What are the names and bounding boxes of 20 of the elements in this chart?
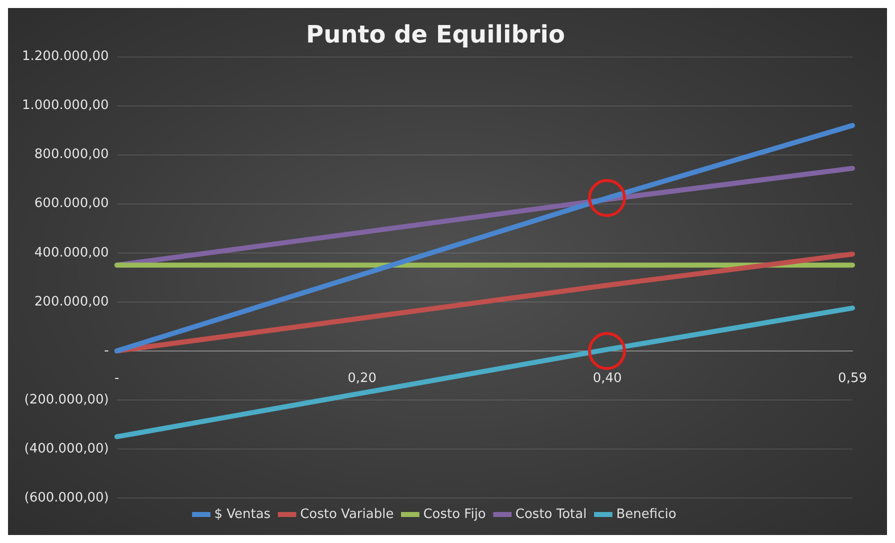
y-tick-label: -: [104, 343, 110, 358]
x-tick-label: 0,20: [348, 371, 377, 386]
y-tick-label: 800.000,00: [34, 147, 109, 162]
chart-title: Punto de Equilibrio: [306, 20, 565, 49]
y-tick-label: 600.000,00: [34, 196, 109, 212]
legend-label: $ Ventas: [214, 506, 271, 522]
legend-label: Costo Fijo: [423, 506, 486, 522]
y-tick-label: (600.000,00): [24, 490, 109, 506]
y-tick-label: 200.000,00: [34, 294, 109, 310]
y-tick-label: 1.200.000,00: [22, 49, 109, 64]
y-tick-label: (200.000,00): [24, 392, 109, 408]
y-tick-label: (400.000,00): [24, 441, 109, 456]
x-tick-label: 0,59: [838, 371, 868, 386]
legend-label: Costo Variable: [300, 506, 394, 522]
y-tick-label: 1.000.000,00: [22, 98, 109, 114]
legend-label: Costo Total: [515, 506, 587, 522]
y-tick-label: 400.000,00: [34, 245, 109, 260]
x-tick-label: -: [114, 371, 120, 386]
legend-label: Beneficio: [616, 506, 676, 522]
x-tick-label: 0,40: [592, 371, 622, 386]
